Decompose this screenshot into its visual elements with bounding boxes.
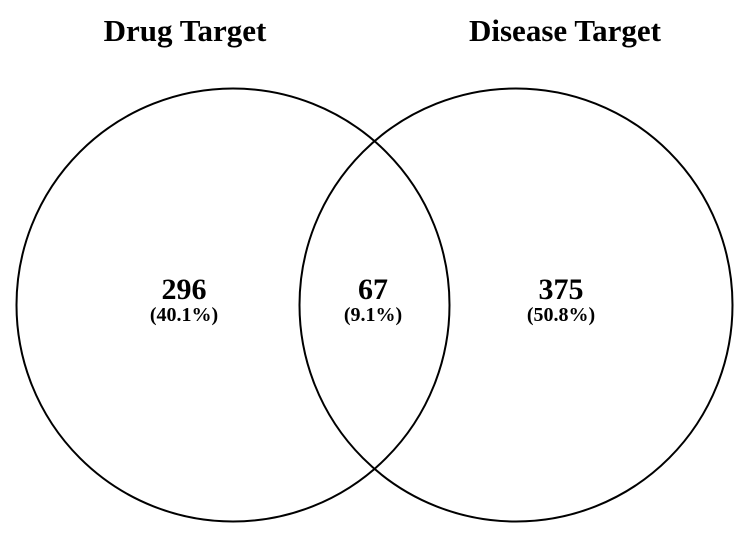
left-only-count: 296 [161,273,207,306]
overlap-count: 67 [357,273,388,306]
overlap-region-label: 67 (9.1%) [343,273,403,326]
right-only-region-label: 375 (50.8%) [526,273,596,326]
overlap-percent: (9.1%) [343,304,403,326]
left-only-region-label: 296 (40.1%) [149,273,219,326]
right-circle-outline [298,87,734,523]
left-only-percent: (40.1%) [149,304,219,326]
right-only-count: 375 [538,273,584,306]
left-circle-outline [15,87,451,523]
right-only-percent: (50.8%) [526,304,596,326]
right-set-title: Disease Target [468,13,662,48]
left-set-title: Drug Target [103,13,267,48]
